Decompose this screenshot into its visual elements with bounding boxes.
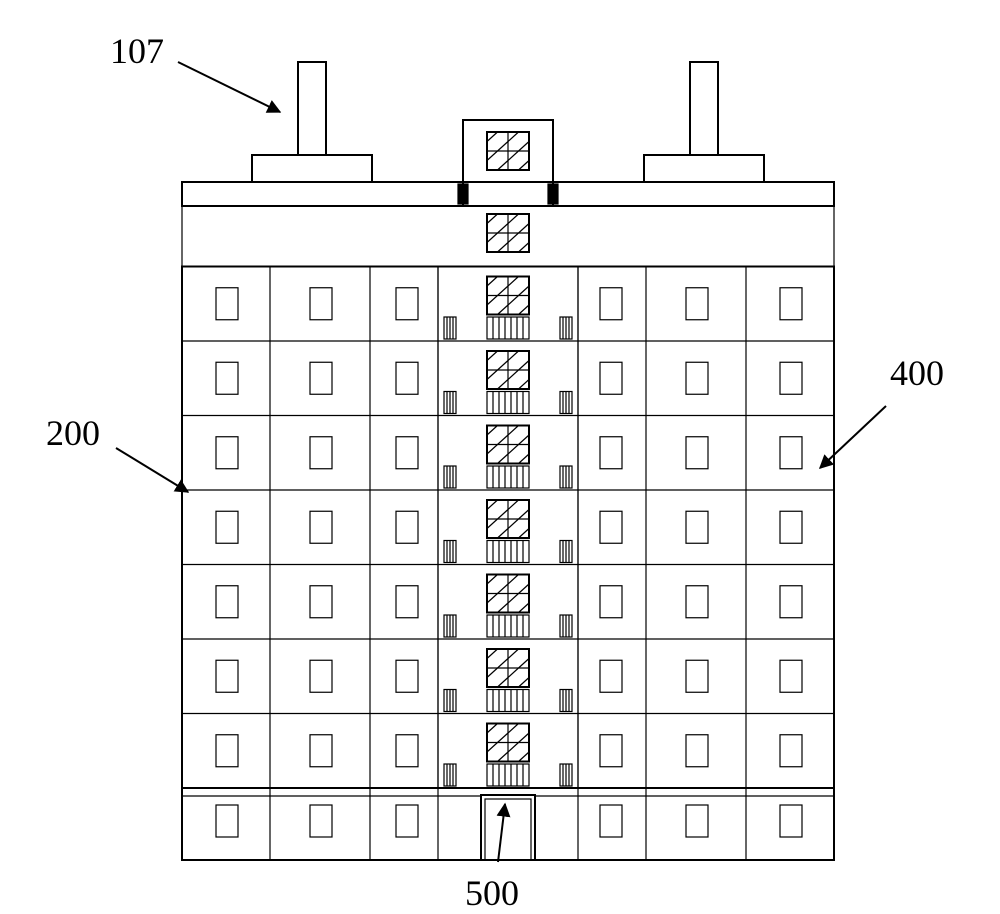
label-400: 400 xyxy=(890,352,944,394)
label-500: 500 xyxy=(465,872,519,914)
diagram-canvas: 107200400500 xyxy=(0,0,1000,905)
building-diagram xyxy=(0,0,1000,905)
label-200: 200 xyxy=(46,412,100,454)
label-107: 107 xyxy=(110,30,164,72)
